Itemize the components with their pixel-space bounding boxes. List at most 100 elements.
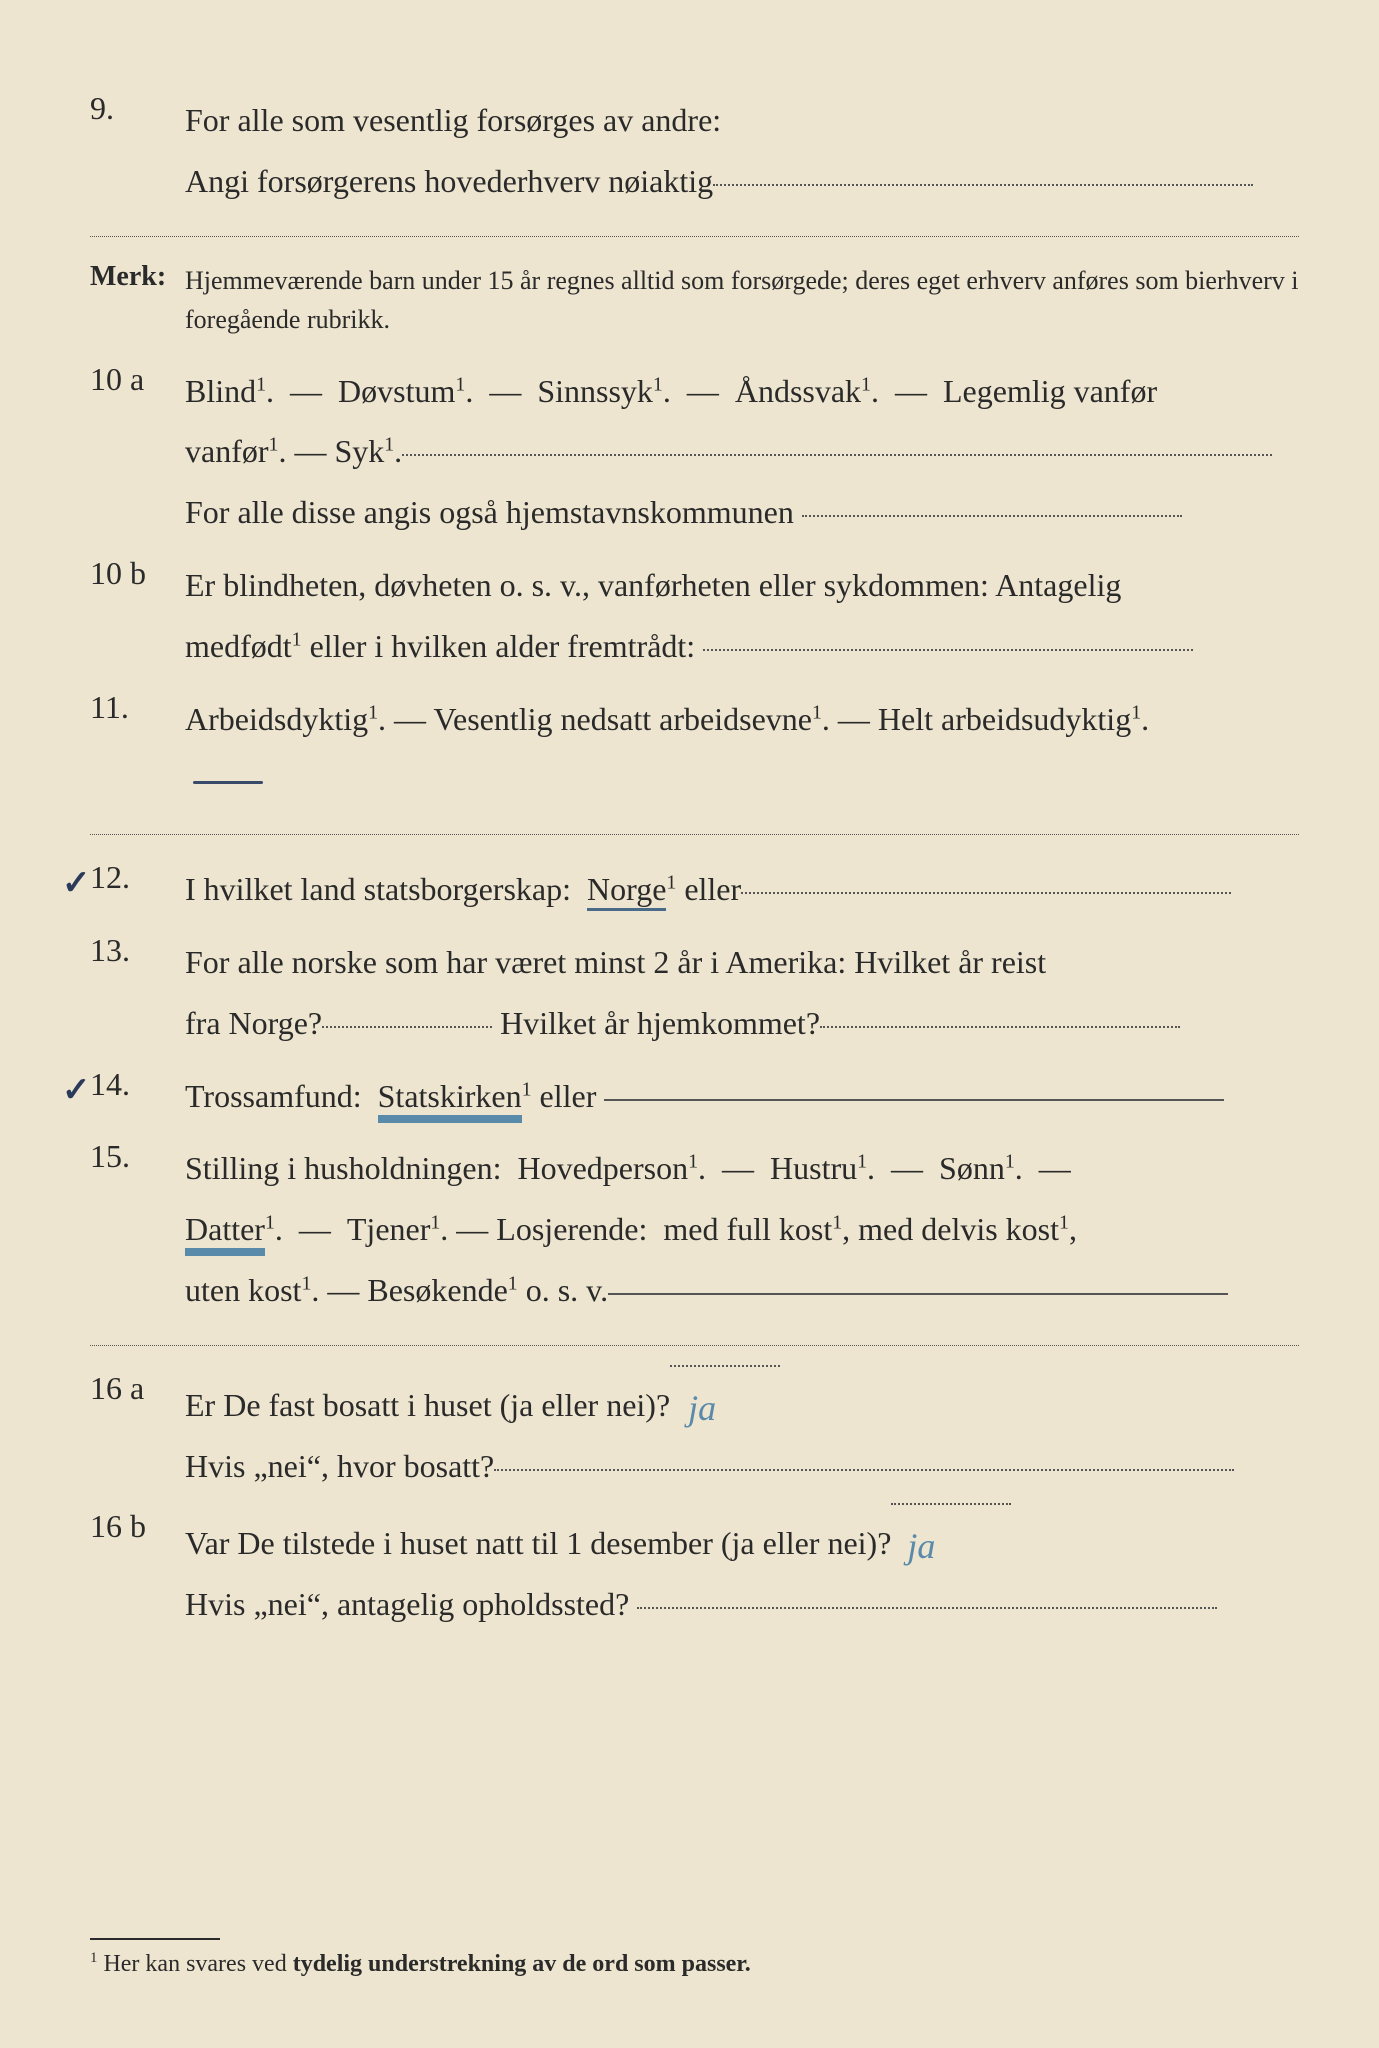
q11-body: Arbeidsdyktig1. — Vesentlig nedsatt arbe… — [185, 689, 1299, 811]
merk-text: Hjemmeværende barn under 15 år regnes al… — [185, 261, 1299, 339]
q13-t1: For alle norske som har været minst 2 år… — [185, 944, 1046, 980]
q10b-t1: Er blindheten, døvheten o. s. v., vanfør… — [185, 567, 1121, 603]
q13-t2b: Hvilket år hjemkommet? — [500, 1005, 820, 1041]
q12-text: I hvilket land statsborgerskap: — [185, 871, 571, 907]
q11-c: Helt arbeidsudyktig — [878, 701, 1131, 737]
fill-line: ja — [891, 1502, 1011, 1505]
q13-t2a: fra Norge? — [185, 1005, 322, 1041]
q10b-t2b: eller i hvilken alder fremtrådt: — [302, 628, 696, 664]
fill-line — [820, 1025, 1180, 1028]
q14-statskirken: Statskirken — [378, 1078, 522, 1119]
opt-osv: o. s. v. — [518, 1272, 608, 1308]
q13-number: 13. — [90, 932, 185, 969]
question-10b: 10 b Er blindheten, døvheten o. s. v., v… — [90, 555, 1299, 677]
q9-line2: Angi forsørgerens hovederhverv nøiaktig — [185, 163, 713, 199]
q12-norge: Norge — [587, 871, 666, 911]
checkmark-icon: ✓ — [62, 863, 91, 903]
question-14: ✓14. Trossamfund: Statskirken1 eller — [90, 1066, 1299, 1127]
q14-eller: eller — [532, 1078, 605, 1114]
checkmark-icon: ✓ — [62, 1070, 91, 1110]
fill-line — [802, 514, 1182, 517]
q11-b: Vesentlig nedsatt arbeidsevne — [433, 701, 812, 737]
question-11: 11. Arbeidsdyktig1. — Vesentlig nedsatt … — [90, 689, 1299, 811]
q16b-number: 16 b — [90, 1508, 185, 1545]
fill-line — [713, 183, 1253, 186]
q10a-number: 10 a — [90, 361, 185, 398]
q11-a: Arbeidsdyktig — [185, 701, 368, 737]
q16b-body: Var De tilstede i huset natt til 1 desem… — [185, 1508, 1299, 1635]
q15-number: 15. — [90, 1138, 185, 1175]
q14-label: Trossamfund: — [185, 1078, 362, 1114]
merk-label: Merk: — [90, 261, 185, 293]
q9-line1: For alle som vesentlig forsørges av andr… — [185, 102, 721, 138]
footnote-block: 1 Her kan svares ved tydelig understrekn… — [90, 1938, 1299, 1978]
q12-number: ✓12. — [90, 859, 185, 896]
footnote-marker: 1 — [90, 1950, 97, 1966]
q10b-t2a: medfødt — [185, 628, 292, 664]
opt-full: med full kost — [663, 1211, 832, 1247]
opt-syk: Syk — [334, 433, 384, 469]
q15-body: Stilling i husholdningen: Hovedperson1. … — [185, 1138, 1299, 1320]
q16a-number: 16 a — [90, 1370, 185, 1407]
q10a-body: Blind1. — Døvstum1. — Sinnssyk1. — Åndss… — [185, 361, 1299, 543]
fill-line — [608, 1292, 1228, 1295]
q15-label: Stilling i husholdningen: — [185, 1150, 501, 1186]
question-16b: 16 b Var De tilstede i huset natt til 1 … — [90, 1508, 1299, 1635]
q10a-line3: For alle disse angis også hjemstavnskomm… — [185, 494, 794, 530]
note-merk: Merk: Hjemmeværende barn under 15 år reg… — [90, 261, 1299, 339]
opt-hustru: Hustru — [770, 1150, 857, 1186]
opt-datter: Datter — [185, 1211, 265, 1252]
question-12: ✓12. I hvilket land statsborgerskap: Nor… — [90, 859, 1299, 920]
question-16a: 16 a Er De fast bosatt i huset (ja eller… — [90, 1370, 1299, 1497]
fill-line: ja — [670, 1364, 780, 1367]
opt-legemlig: Legemlig vanfør — [943, 373, 1157, 409]
q16a-q2: Hvis „nei“, hvor bosatt? — [185, 1448, 494, 1484]
q16a-body: Er De fast bosatt i huset (ja eller nei)… — [185, 1370, 1299, 1497]
opt-uten: uten kost — [185, 1272, 301, 1308]
divider — [90, 236, 1299, 237]
q14-body: Trossamfund: Statskirken1 eller — [185, 1066, 1299, 1127]
fill-line — [402, 453, 1272, 456]
question-10a: 10 a Blind1. — Døvstum1. — Sinnssyk1. — … — [90, 361, 1299, 543]
question-15: 15. Stilling i husholdningen: Hovedperso… — [90, 1138, 1299, 1320]
q16b-q1: Var De tilstede i huset natt til 1 desem… — [185, 1525, 891, 1561]
q16a-q1: Er De fast bosatt i huset (ja eller nei)… — [185, 1387, 670, 1423]
opt-sinnssyk: Sinnssyk — [537, 373, 653, 409]
footnote-text: 1 Her kan svares ved tydelig understrekn… — [90, 1950, 1299, 1978]
fill-line — [494, 1468, 1234, 1471]
q13-body: For alle norske som har været minst 2 år… — [185, 932, 1299, 1054]
opt-blind: Blind — [185, 373, 256, 409]
opt-delvis: med delvis kost — [858, 1211, 1059, 1247]
question-9: 9. For alle som vesentlig forsørges av a… — [90, 90, 1299, 212]
footnote-bold: tydelig understrekning av de ord som pas… — [293, 1951, 751, 1977]
opt-tjener: Tjener — [347, 1211, 431, 1247]
q14-number: ✓14. — [90, 1066, 185, 1103]
q11-number: 11. — [90, 689, 185, 726]
opt-andssvak: Åndssvak — [735, 373, 861, 409]
q12-body: I hvilket land statsborgerskap: Norge1 e… — [185, 859, 1299, 920]
q12-num-text: 12. — [90, 859, 130, 895]
q9-body: For alle som vesentlig forsørges av andr… — [185, 90, 1299, 212]
opt-losj: Losjerende: — [496, 1211, 647, 1247]
fill-line — [703, 648, 1193, 651]
fill-line — [604, 1098, 1224, 1101]
q16b-q2: Hvis „nei“, antagelig opholdssted? — [185, 1586, 629, 1622]
question-13: 13. For alle norske som har været minst … — [90, 932, 1299, 1054]
q14-num-text: 14. — [90, 1066, 130, 1102]
divider — [90, 1345, 1299, 1346]
q9-number: 9. — [90, 90, 185, 127]
q12-eller: eller — [676, 871, 741, 907]
opt-hoved: Hovedperson — [517, 1150, 688, 1186]
q10b-body: Er blindheten, døvheten o. s. v., vanfør… — [185, 555, 1299, 677]
fill-line — [741, 891, 1231, 894]
handwritten-ja: ja — [907, 1526, 935, 1566]
form-page: 9. For alle som vesentlig forsørges av a… — [0, 0, 1379, 2048]
pen-mark — [193, 781, 263, 784]
handwritten-ja: ja — [688, 1388, 716, 1428]
opt-sonn: Sønn — [939, 1150, 1005, 1186]
footnote-t1: Her kan svares ved — [103, 1951, 292, 1977]
opt-dovstum: Døvstum — [338, 373, 455, 409]
fill-line — [322, 1025, 492, 1028]
footnote-rule — [90, 1938, 220, 1940]
q10b-number: 10 b — [90, 555, 185, 592]
